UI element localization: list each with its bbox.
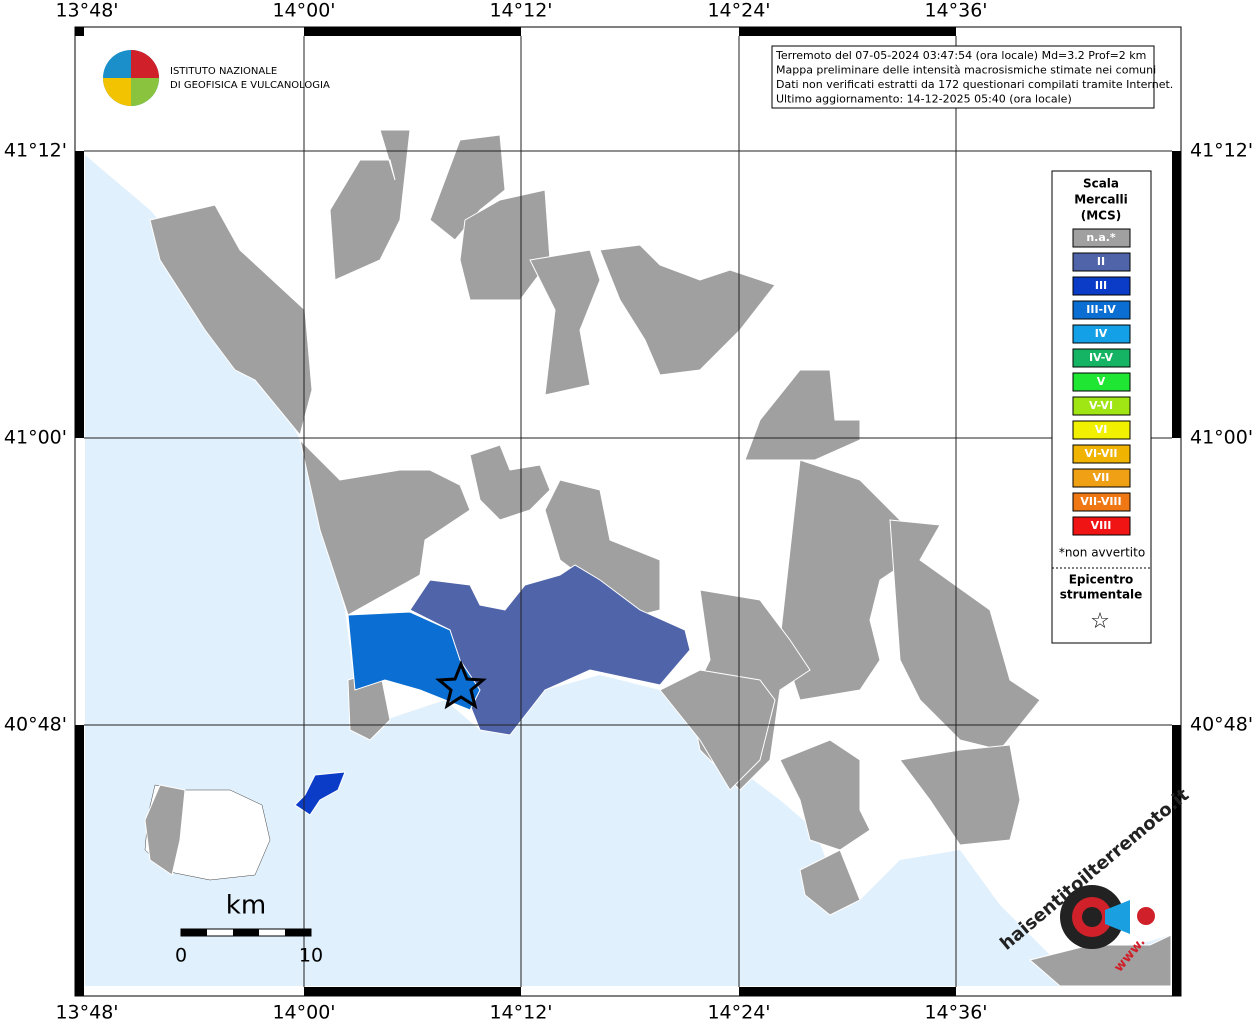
latitude-label: 40°48' xyxy=(1190,714,1253,736)
scale-unit: km xyxy=(226,891,266,921)
longitude-label: 14°36' xyxy=(924,0,987,22)
legend-label: n.a.* xyxy=(1086,231,1116,244)
legend-title: Scala xyxy=(1083,177,1119,191)
legend-swatch xyxy=(1072,276,1131,296)
legend-swatch xyxy=(1072,492,1131,512)
graticule xyxy=(84,36,1172,987)
legend-label: VI xyxy=(1095,423,1108,436)
legend-swatch xyxy=(1072,372,1131,392)
legend-label: VIII xyxy=(1091,519,1112,532)
legend-swatch xyxy=(1072,348,1131,368)
legend-title: Mercalli xyxy=(1074,193,1128,207)
legend-label: VII-VIII xyxy=(1080,495,1121,508)
info-line: Ultimo aggiornamento: 14-12-2025 05:40 (… xyxy=(776,93,1072,106)
legend-label: III xyxy=(1095,279,1107,292)
longitude-label: 14°24' xyxy=(707,1002,770,1024)
legend-epicenter: Epicentro xyxy=(1069,573,1134,587)
legend-label: III-IV xyxy=(1086,303,1116,316)
scale-label: 0 xyxy=(175,945,187,967)
legend-epicenter: strumentale xyxy=(1060,588,1143,602)
legend-swatch xyxy=(1072,468,1131,488)
latitude-label: 41°12' xyxy=(1190,140,1253,162)
frame-ticks xyxy=(75,27,1181,996)
legend-note: *non avvertito xyxy=(1059,546,1145,560)
institute-name: DI GEOFISICA E VULCANOLOGIA xyxy=(170,80,330,91)
scale-bar xyxy=(180,928,312,937)
longitude-label: 13°48' xyxy=(55,1002,118,1024)
latitude-label: 41°00' xyxy=(4,427,67,449)
latitude-label: 40°48' xyxy=(4,714,67,736)
info-box xyxy=(771,45,1155,109)
legend-swatch xyxy=(1072,228,1131,248)
legend-label: V-VI xyxy=(1089,399,1113,412)
legend-star: ☆ xyxy=(1090,609,1110,634)
legend-swatch xyxy=(1072,300,1131,320)
longitude-label: 14°12' xyxy=(489,1002,552,1024)
latitude-label: 41°12' xyxy=(4,140,67,162)
area-ii xyxy=(409,564,691,736)
info-line: Terremoto del 07-05-2024 03:47:54 (ora l… xyxy=(775,49,1146,62)
latitude-label: 41°00' xyxy=(1190,427,1253,449)
info-line: Dati non verificati estratti da 172 ques… xyxy=(776,78,1173,91)
legend-label: VI-VII xyxy=(1084,447,1117,460)
legend-swatch xyxy=(1072,396,1131,416)
legend-swatch xyxy=(1072,324,1131,344)
scale-label: 10 xyxy=(299,945,323,967)
area-iii xyxy=(294,771,346,816)
longitude-label: 14°12' xyxy=(489,0,552,22)
longitude-label: 14°24' xyxy=(707,0,770,22)
legend-label: VII xyxy=(1093,471,1110,484)
legend-title: (MCS) xyxy=(1081,209,1122,223)
legend-swatch xyxy=(1072,252,1131,272)
legend-swatch xyxy=(1072,420,1131,440)
legend-label: II xyxy=(1097,255,1105,268)
longitude-label: 13°48' xyxy=(55,0,118,22)
info-line: Mappa preliminare delle intensità macros… xyxy=(776,64,1156,77)
legend-swatch xyxy=(1072,516,1131,536)
longitude-label: 14°36' xyxy=(924,1002,987,1024)
legend-label: V xyxy=(1097,375,1106,388)
longitude-label: 14°00' xyxy=(272,1002,335,1024)
epicenter-star xyxy=(435,659,487,710)
longitude-label: 14°00' xyxy=(272,0,335,22)
legend-label: IV xyxy=(1095,327,1108,340)
institute-name: ISTITUTO NAZIONALE xyxy=(170,66,277,77)
legend-label: IV-V xyxy=(1089,351,1114,364)
legend-swatch xyxy=(1072,444,1131,464)
